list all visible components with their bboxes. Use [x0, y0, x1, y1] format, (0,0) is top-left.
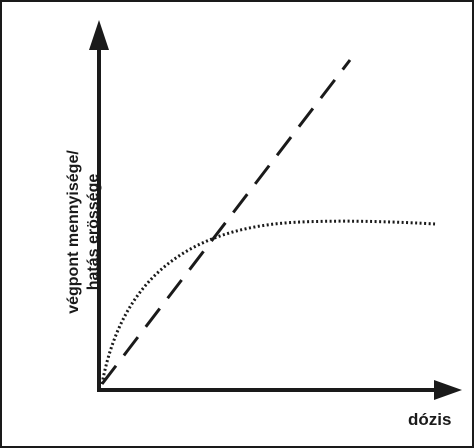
linear-dashed-curve	[100, 59, 352, 385]
y-axis-label-line2: hatás erössége	[85, 173, 102, 291]
y-axis-label-line1: végpont mennyisége/	[65, 150, 82, 314]
y-axis-arrowhead	[89, 20, 109, 50]
x-axis-arrowhead	[434, 380, 462, 400]
x-axis-label: dózis	[408, 410, 452, 429]
y-axis-label: végpont mennyisége/ hatás erössége	[64, 82, 104, 382]
saturating-dotted-curve	[100, 219, 437, 385]
